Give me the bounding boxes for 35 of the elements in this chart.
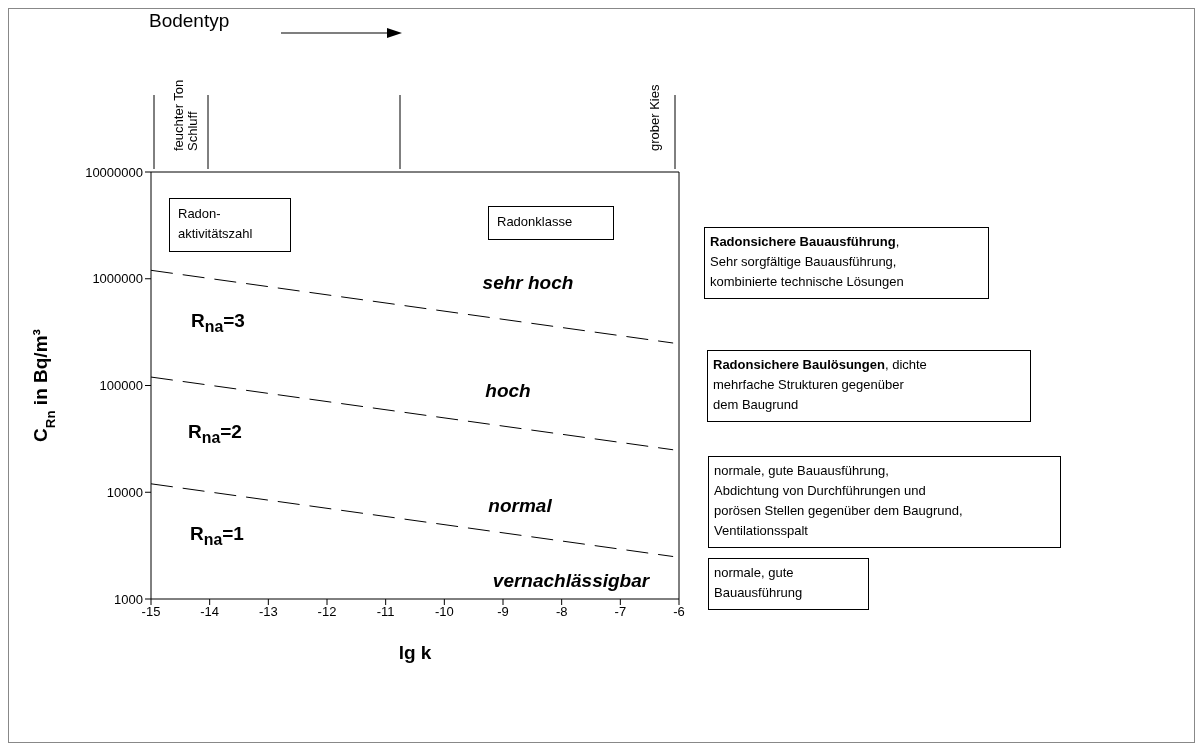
label-frame: Radon- aktivitätszahl <box>169 198 291 252</box>
annotation: Radonklasse <box>497 213 574 231</box>
y-tick-label: 10000000 <box>85 164 143 180</box>
x-tick-label: -14 <box>200 604 220 620</box>
annotation: normal <box>488 495 552 517</box>
note-frame: Radonsichere Baulösungen, dichte mehrfache Strukturen gegenüber dem Baugrund <box>707 350 1031 422</box>
annotation: R$_{na}$=2 <box>188 421 242 447</box>
y-tick-label: 1000000 <box>92 271 143 287</box>
note-frame: normale, gute Bauausführung, Abdichtung von Durchführungen und porösen Stellen gegenüber dem Baugrund, Ventilationsspalt <box>708 456 1061 548</box>
y-tick-label: 100000 <box>99 378 143 394</box>
x-tick-label: -13 <box>258 604 278 620</box>
text: grober Kies <box>647 83 662 151</box>
label-frame: Radonklasse <box>488 206 614 240</box>
y-tick-label: 10000 <box>106 484 143 500</box>
y-tick-label: 1000 <box>114 591 143 607</box>
x-tick-label: -10 <box>434 604 454 620</box>
note-frame: Radonsichere Bauausführung, Sehr sorgfältige Bauausführung, kombinierte technische Lösungen <box>704 227 989 299</box>
x-tick-label: -6 <box>673 604 685 620</box>
x-tick-label: -11 <box>376 604 395 620</box>
annotation: Radon- aktivitätszahl <box>178 205 254 243</box>
x-tick-label: -7 <box>614 604 627 620</box>
x-tick-label: -8 <box>555 604 568 620</box>
text: feuchter Ton <box>171 78 186 151</box>
text: Schluff <box>185 110 200 151</box>
text: Bodentyp <box>149 10 230 32</box>
x-tick-label: -15 <box>141 604 161 620</box>
note-frame: normale, gute Bauausführung <box>708 558 869 610</box>
annotation: hoch <box>485 380 531 402</box>
x-tick-label: -12 <box>317 604 337 620</box>
annotation: R$_{na}$=3 <box>191 310 245 336</box>
annotation: vernachlässigbar <box>492 570 650 592</box>
x-axis-title: lg k <box>398 642 432 663</box>
annotation: R$_{na}$=1 <box>190 523 244 549</box>
annotation: sehr hoch <box>482 272 574 294</box>
x-tick-label: -9 <box>497 604 509 620</box>
